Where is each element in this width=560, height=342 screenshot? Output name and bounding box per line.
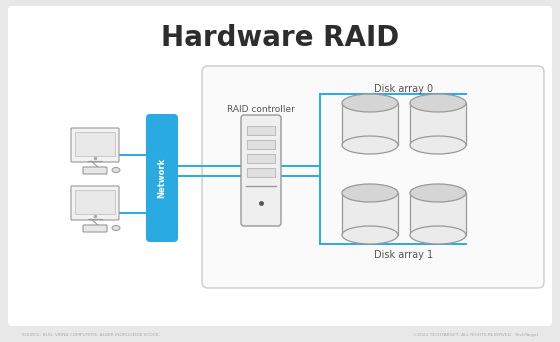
Text: Disk array 1: Disk array 1 xyxy=(375,250,433,260)
FancyBboxPatch shape xyxy=(83,167,107,174)
FancyBboxPatch shape xyxy=(247,126,275,135)
FancyBboxPatch shape xyxy=(75,190,115,214)
Ellipse shape xyxy=(410,226,466,244)
Ellipse shape xyxy=(410,136,466,154)
Ellipse shape xyxy=(410,94,466,112)
FancyBboxPatch shape xyxy=(8,6,552,326)
FancyBboxPatch shape xyxy=(247,168,275,177)
FancyBboxPatch shape xyxy=(71,186,119,220)
Polygon shape xyxy=(410,193,466,235)
Text: SOURCE: BUG, VIRNA COMPUTERS: ALBER INORGUEIDE STOCK.: SOURCE: BUG, VIRNA COMPUTERS: ALBER INOR… xyxy=(22,333,160,337)
Ellipse shape xyxy=(342,136,398,154)
Text: Disk array 0: Disk array 0 xyxy=(375,84,433,94)
Text: Network: Network xyxy=(157,158,166,198)
FancyBboxPatch shape xyxy=(202,66,544,288)
FancyBboxPatch shape xyxy=(71,128,119,162)
Polygon shape xyxy=(342,193,398,235)
FancyBboxPatch shape xyxy=(247,140,275,149)
Polygon shape xyxy=(410,103,466,145)
Ellipse shape xyxy=(342,94,398,112)
Ellipse shape xyxy=(342,184,398,202)
FancyBboxPatch shape xyxy=(83,225,107,232)
Polygon shape xyxy=(342,103,398,145)
FancyBboxPatch shape xyxy=(75,132,115,156)
FancyBboxPatch shape xyxy=(146,114,178,242)
Ellipse shape xyxy=(112,225,120,231)
FancyBboxPatch shape xyxy=(247,154,275,163)
Text: ©2022 TECHTARGET, ALL RIGHTS RESERVED   TechTarget: ©2022 TECHTARGET, ALL RIGHTS RESERVED Te… xyxy=(413,333,538,337)
Ellipse shape xyxy=(410,184,466,202)
Ellipse shape xyxy=(342,226,398,244)
Text: Hardware RAID: Hardware RAID xyxy=(161,24,399,52)
Ellipse shape xyxy=(112,168,120,172)
Text: RAID controller: RAID controller xyxy=(227,105,295,115)
FancyBboxPatch shape xyxy=(241,115,281,226)
